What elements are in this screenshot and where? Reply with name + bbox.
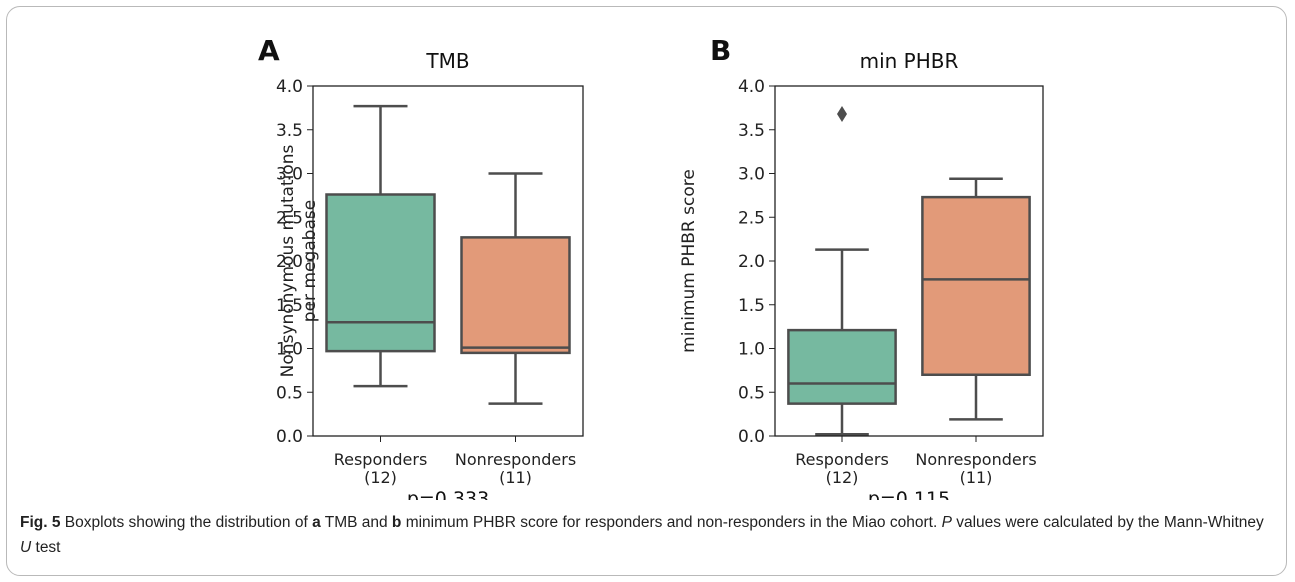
y-tick-label: 4.0 <box>738 77 765 97</box>
caption-panel-b: b <box>391 514 402 531</box>
y-tick-label: 3.0 <box>738 165 765 185</box>
y-tick-label: 1.5 <box>738 296 765 316</box>
axes-frame <box>312 85 584 437</box>
panel-title: min PHBR <box>860 49 959 73</box>
x-tick-label: Nonresponders <box>455 450 576 469</box>
box-iqr <box>787 328 897 405</box>
p-value-label: p=0.333 <box>407 488 489 500</box>
y-tick-label: 2.5 <box>738 208 765 228</box>
caption-panel-a: a <box>312 514 321 531</box>
y-tick-label: 0.5 <box>276 383 303 403</box>
y-tick-label: 0.5 <box>738 383 765 403</box>
x-tick-count: (12) <box>364 468 397 487</box>
y-tick-label: 0.0 <box>276 427 303 447</box>
x-tick-count: (12) <box>826 468 859 487</box>
y-tick-label: 2.0 <box>276 252 303 272</box>
x-tick-label: Nonresponders <box>915 450 1036 469</box>
box-iqr <box>460 236 571 355</box>
caption-text-5: test <box>31 539 61 556</box>
y-tick-label: 0.0 <box>738 427 765 447</box>
box-nonresponders <box>921 177 1031 421</box>
caption-p-italic: P <box>941 514 952 531</box>
figure-frame <box>6 6 1287 576</box>
y-tick-label: 3.0 <box>276 165 303 185</box>
caption-u-italic: U <box>20 539 32 556</box>
y-tick-label: 2.5 <box>276 208 303 228</box>
caption-text-4: values were calculated by the Mann-Whitn… <box>951 514 1264 531</box>
y-tick-label: 1.5 <box>276 296 303 316</box>
caption-text-1: Boxplots showing the distribution of <box>60 514 313 531</box>
figure-caption: Fig. 5 Boxplots showing the distribution… <box>20 510 1275 560</box>
panel-title: TMB <box>425 49 469 73</box>
axes-frame <box>774 85 1044 437</box>
y-tick-label: 3.5 <box>276 121 303 141</box>
box-responders <box>787 106 897 436</box>
y-axis-label: Nonsynonymous mutations <box>278 145 298 378</box>
panel-a: A TMB 0.0 0.5 1.0 1.5 2.0 2.5 3.0 3.5 4.0 Nonsynony… <box>258 34 584 500</box>
box-iqr <box>921 195 1031 376</box>
x-tick-label: Responders <box>795 450 889 469</box>
y-axis-label: minimum PHBR score <box>679 169 699 353</box>
y-tick-label: 1.0 <box>738 340 765 360</box>
y-tick-label: 1.0 <box>276 340 303 360</box>
y-tick-label: 3.5 <box>738 121 765 141</box>
x-tick-label: Responders <box>334 450 428 469</box>
box-responders <box>325 104 436 388</box>
panel-letter: B <box>710 34 731 67</box>
x-tick-count: (11) <box>960 468 993 487</box>
caption-fig-label: Fig. 5 <box>20 514 61 531</box>
figure-panels: A TMB 0.0 0.5 1.0 1.5 2.0 2.5 3.0 3.5 4.0 Nonsynony… <box>258 34 1044 500</box>
caption-text-2: TMB and <box>320 514 392 531</box>
p-value-label: p=0.115 <box>868 488 950 500</box>
panel-letter: A <box>258 34 280 67</box>
box-nonresponders <box>460 172 571 405</box>
x-tick-count: (11) <box>499 468 532 487</box>
y-axis-label: per megabase <box>300 200 320 322</box>
caption-text-3: minimum PHBR score for responders and no… <box>401 514 942 531</box>
y-tick-label: 4.0 <box>276 77 303 97</box>
outlier-point <box>837 106 847 122</box>
y-tick-label: 2.0 <box>738 252 765 272</box>
box-iqr <box>325 193 436 353</box>
